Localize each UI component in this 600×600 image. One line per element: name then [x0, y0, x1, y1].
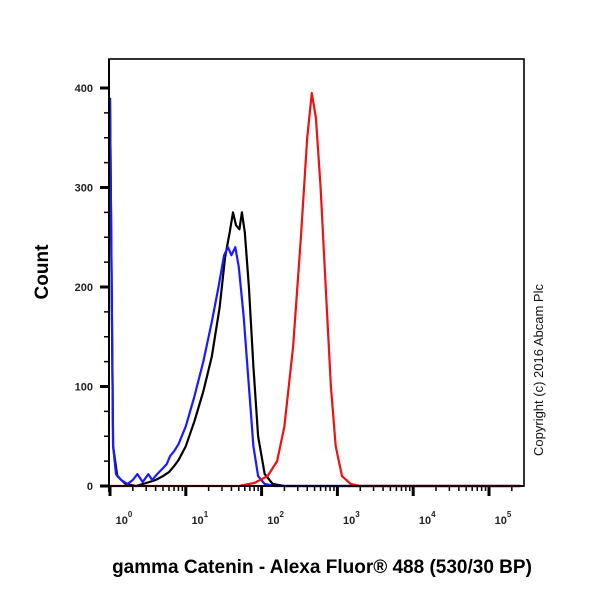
x-tick-label: 105	[495, 510, 512, 527]
y-axis: 0 100 200 300 400	[75, 83, 109, 493]
y-tick-label: 0	[87, 481, 93, 493]
x-tick-label: 103	[343, 510, 360, 527]
y-tick-label: 300	[75, 183, 93, 195]
x-tick-label: 101	[191, 510, 208, 527]
x-tick-label: 100	[116, 510, 133, 527]
histogram-series	[108, 91, 521, 488]
y-tick-label: 400	[75, 83, 93, 95]
series-line-1	[108, 97, 521, 488]
x-tick-label: 102	[267, 510, 284, 527]
x-axis-label: gamma Catenin - Alexa Fluor® 488 (530/30…	[112, 557, 532, 578]
copyright-annotation: Copyright (c) 2016 Abcam Plc	[531, 284, 546, 456]
x-tick-label: 104	[419, 510, 436, 527]
y-tick-label: 200	[75, 282, 93, 294]
series-line-0	[108, 97, 521, 488]
y-axis-label: Count	[32, 244, 53, 300]
series-line-2	[110, 91, 521, 488]
y-tick-label: 100	[75, 382, 93, 394]
x-axis: 100 101 102 103 104 105	[108, 486, 513, 527]
